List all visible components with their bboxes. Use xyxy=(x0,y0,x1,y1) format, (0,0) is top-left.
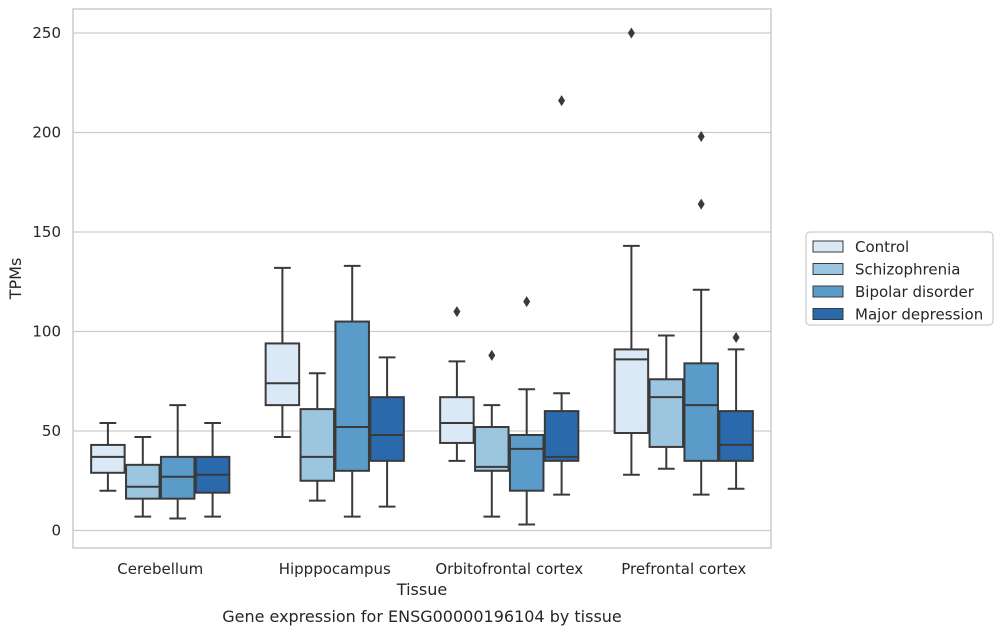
box-item xyxy=(439,306,475,462)
box-item xyxy=(90,422,126,492)
x-tick-label: Cerebellum xyxy=(117,560,203,578)
outlier-marker xyxy=(453,306,461,318)
x-tick-label: Prefrontal cortex xyxy=(621,560,746,578)
x-tick-label: Hipppocampus xyxy=(279,560,391,578)
outlier-marker xyxy=(697,198,705,210)
box-item xyxy=(264,266,301,438)
box xyxy=(299,408,336,482)
box-item xyxy=(334,264,370,518)
legend-swatch xyxy=(812,240,844,253)
outlier-marker xyxy=(627,27,635,39)
series-schizophrenia xyxy=(125,334,685,518)
x-axis-label: Tissue xyxy=(396,580,447,599)
legend-swatch xyxy=(812,285,844,298)
box xyxy=(543,410,580,462)
outlier-marker xyxy=(488,349,496,361)
box-item xyxy=(125,435,161,518)
box xyxy=(439,396,475,444)
legend-label: Bipolar disorder xyxy=(855,283,975,301)
outlier-marker xyxy=(523,296,531,308)
legend-item: Schizophrenia xyxy=(812,261,960,279)
plot-frame xyxy=(72,8,772,549)
box-item xyxy=(683,130,719,496)
y-tick-label: 200 xyxy=(32,124,61,142)
box-item xyxy=(159,404,196,520)
box-item xyxy=(299,372,336,502)
legend-frame xyxy=(805,231,994,326)
box xyxy=(648,378,685,448)
legend-swatch xyxy=(812,308,844,320)
y-axis-label: TPMs xyxy=(6,258,25,301)
box-item xyxy=(613,27,650,476)
x-axis-ticks: Cerebellum Hipppocampus Orbitofrontal cort… xyxy=(117,560,746,578)
y-tick-label: 150 xyxy=(32,223,61,241)
box xyxy=(90,443,126,474)
box xyxy=(474,426,510,472)
legend-label: Schizophrenia xyxy=(855,261,960,279)
box-item xyxy=(543,95,580,496)
box xyxy=(718,410,754,462)
legend-swatch xyxy=(812,263,844,275)
y-tick-label: 100 xyxy=(32,323,61,341)
outlier-marker xyxy=(558,95,566,107)
chart-caption: Gene expression for ENSG00000196104 by t… xyxy=(222,607,622,626)
box xyxy=(369,396,405,462)
box-item xyxy=(194,422,231,518)
y-tick-label: 250 xyxy=(32,24,61,42)
box xyxy=(125,463,161,500)
box xyxy=(613,348,650,434)
box-item xyxy=(369,356,405,508)
y-tick-label: 0 xyxy=(51,522,61,540)
box-item xyxy=(508,296,545,526)
box xyxy=(508,433,545,492)
legend: Control Schizophrenia Bipolar disorder Majo… xyxy=(805,231,994,326)
gridlines xyxy=(73,32,771,532)
y-axis-ticks: 0 50 100 150 200 250 xyxy=(32,24,61,540)
box xyxy=(683,362,719,462)
x-tick-label: Orbitofrontal cortex xyxy=(435,560,583,578)
box-plot-series xyxy=(90,27,754,526)
outlier-marker xyxy=(732,331,740,343)
legend-label: Major depression xyxy=(855,306,983,324)
series-bipolar-disorder xyxy=(159,130,719,526)
legend-item: Major depression xyxy=(812,306,983,324)
legend-item: Control xyxy=(812,238,909,256)
box xyxy=(264,342,301,407)
series-control xyxy=(90,27,650,492)
box-item xyxy=(474,349,510,518)
box-item xyxy=(718,331,754,490)
legend-label: Control xyxy=(855,238,909,256)
y-tick-label: 50 xyxy=(42,422,61,440)
box xyxy=(334,320,370,472)
series-major-depression xyxy=(194,95,754,518)
outlier-marker xyxy=(697,130,705,142)
legend-item: Bipolar disorder xyxy=(812,283,975,301)
box-item xyxy=(648,334,685,470)
